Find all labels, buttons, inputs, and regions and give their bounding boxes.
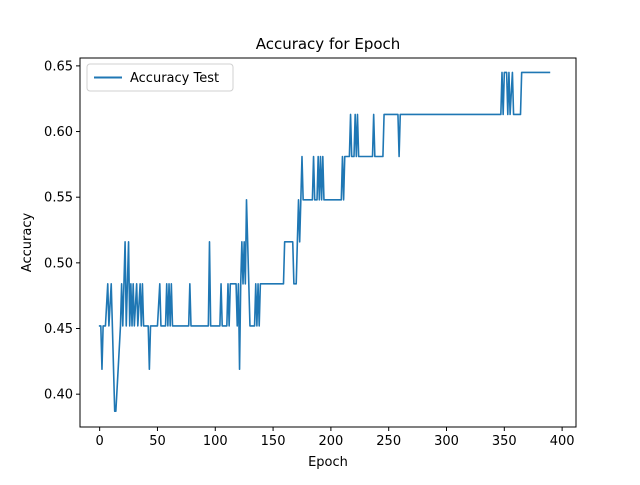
- series-line-0: [98, 71, 551, 413]
- axes-frame: [79, 57, 577, 428]
- x-tick-label: 200: [318, 434, 343, 449]
- x-tick-label: 400: [550, 434, 575, 449]
- y-tick-label: 0.50: [44, 256, 73, 271]
- y-tick-label: 0.55: [44, 191, 73, 206]
- x-axis-label: Epoch: [308, 455, 348, 470]
- x-tick-label: 250: [376, 434, 401, 449]
- y-tick-label: 0.45: [44, 322, 73, 337]
- y-axis-label: Accuracy: [20, 213, 35, 273]
- y-tick-label: 0.40: [44, 388, 73, 403]
- x-tick-label: 150: [261, 434, 286, 449]
- x-tick-label: 0: [96, 434, 104, 449]
- x-tick-label: 50: [149, 434, 166, 449]
- legend: Accuracy Test: [86, 63, 234, 92]
- chart-title: Accuracy for Epoch: [256, 35, 401, 53]
- x-tick-label: 300: [434, 434, 459, 449]
- legend-label: Accuracy Test: [130, 71, 219, 86]
- x-tick-label: 100: [203, 434, 228, 449]
- y-tick-label: 0.65: [44, 59, 73, 74]
- y-axis-ticks: 0.40 0.45 0.50 0.55 0.60 0.65: [44, 59, 80, 403]
- legend-box: [86, 63, 234, 92]
- x-tick-label: 350: [492, 434, 517, 449]
- plot-area: [98, 71, 551, 413]
- y-tick-label: 0.60: [44, 125, 73, 140]
- x-axis-ticks: 0 50 100 150 200 250 300 350 400: [96, 427, 575, 449]
